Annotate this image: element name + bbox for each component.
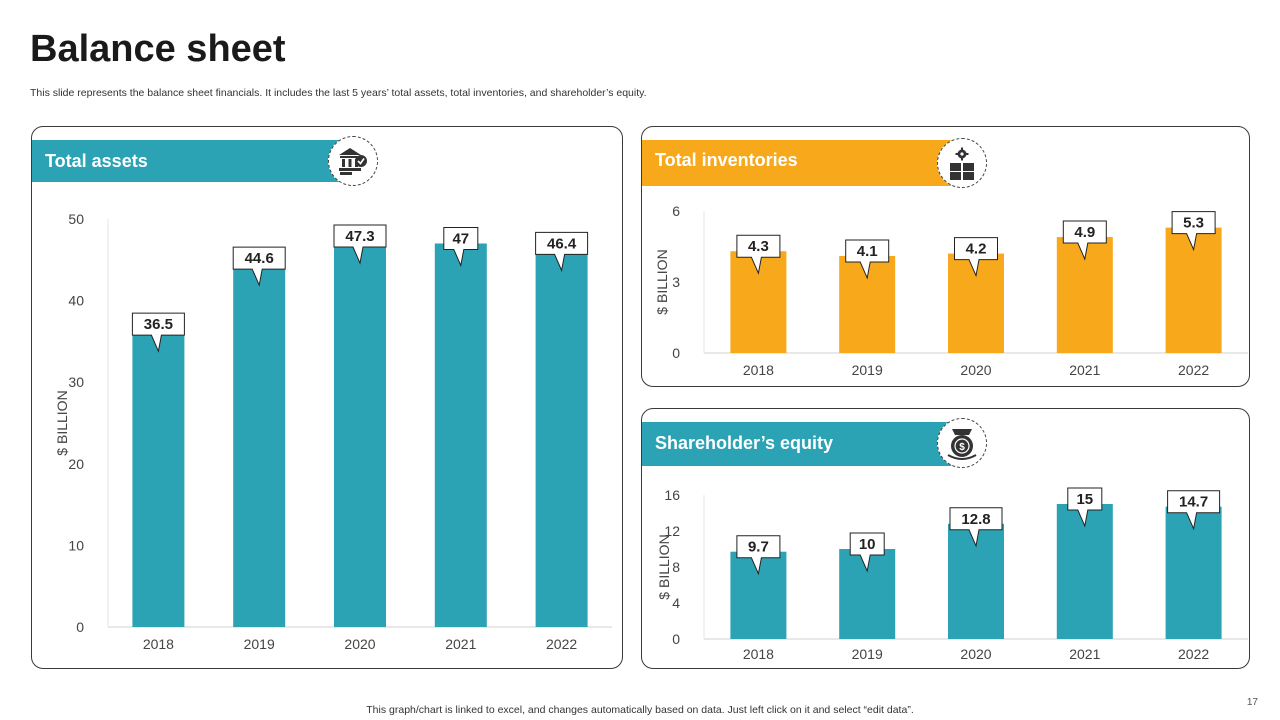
data-label-callout <box>849 532 885 573</box>
data-label-callout <box>954 237 998 278</box>
x-tick-label: 2021 <box>445 636 476 652</box>
page-number: 17 <box>1246 697 1258 708</box>
x-tick-label: 2021 <box>1069 362 1100 378</box>
y-tick-label: 16 <box>664 487 680 503</box>
data-label: 4.3 <box>748 238 769 255</box>
footer-note: This graph/chart is linked to excel, and… <box>366 704 914 716</box>
y-tick-label: 40 <box>68 293 84 309</box>
bar <box>132 329 185 627</box>
data-label: 9.7 <box>748 539 769 556</box>
data-label: 36.5 <box>144 316 173 333</box>
data-label: 15 <box>1076 491 1093 508</box>
total-inventories-banner: Total inventories <box>642 140 960 186</box>
x-tick-label: 2020 <box>960 362 991 378</box>
svg-text:$: $ <box>959 442 965 453</box>
y-tick-label: 20 <box>68 456 84 472</box>
data-label-callout <box>443 226 479 268</box>
y-tick-label: 0 <box>76 619 84 635</box>
x-tick-label: 2020 <box>344 636 375 652</box>
y-tick-label: 0 <box>672 631 680 647</box>
y-tick-label: 10 <box>68 537 84 553</box>
boxes-gear-icon <box>937 138 987 188</box>
bar <box>233 263 286 627</box>
x-tick-label: 2019 <box>244 636 275 652</box>
x-tick-label: 2022 <box>1178 362 1209 378</box>
shareholders-equity-panel: Shareholder’s equity $ 0 4 8 12 16 $ BILLION 2… <box>641 408 1250 669</box>
total-inventories-panel: Total inventories 0 3 6 $ BILLION 2018 4.3 201… <box>641 126 1250 387</box>
data-label: 46.4 <box>547 235 577 252</box>
x-tick-label: 2021 <box>1069 646 1100 662</box>
y-tick-label: 8 <box>672 559 680 575</box>
data-label-callout <box>736 234 781 275</box>
data-label: 10 <box>859 536 876 553</box>
total-assets-panel: Total assets 0 10 20 30 40 50 $ BILLION 2018 36.… <box>31 126 623 669</box>
x-tick-label: 2022 <box>546 636 577 652</box>
total-inventories-label: Total inventories <box>655 150 798 170</box>
data-label: 5.3 <box>1183 215 1204 232</box>
data-label: 4.2 <box>966 241 987 258</box>
total-assets-banner: Total assets <box>32 140 352 182</box>
shareholders-equity-chart: 0 4 8 12 16 $ BILLION 2018 9.7 2019 10 2020 12.8 202… <box>656 487 1248 662</box>
total-assets-chart: 0 10 20 30 40 50 $ BILLION 2018 36.5 2019 44.6 2020… <box>54 211 612 652</box>
data-label-callout <box>1062 220 1107 261</box>
data-label-callout <box>131 312 185 353</box>
y-axis-label: $ BILLION <box>656 534 672 599</box>
data-label: 14.7 <box>1179 494 1208 511</box>
y-tick-label: 12 <box>664 523 680 539</box>
y-tick-label: 0 <box>672 345 680 361</box>
y-tick-label: 6 <box>672 203 680 219</box>
data-label-callout <box>736 535 781 576</box>
bar <box>334 241 386 628</box>
money-bag-icon: $ <box>937 418 987 468</box>
data-label: 4.1 <box>857 243 878 260</box>
x-tick-label: 2022 <box>1178 646 1209 662</box>
y-tick-label: 50 <box>68 211 84 227</box>
total-assets-label: Total assets <box>45 151 148 171</box>
page-title: Balance sheet <box>30 28 286 70</box>
x-tick-label: 2018 <box>743 646 774 662</box>
page-subtitle: This slide represents the balance sheet … <box>30 87 647 99</box>
shareholders-equity-banner: Shareholder’s equity <box>642 422 960 466</box>
shareholders-equity-label: Shareholder’s equity <box>655 433 834 453</box>
data-label: 4.9 <box>1074 224 1095 241</box>
data-label: 47.3 <box>345 228 374 245</box>
x-tick-label: 2019 <box>852 362 883 378</box>
data-label: 12.8 <box>961 511 990 528</box>
data-label-callout <box>845 239 890 280</box>
data-label-callout <box>949 507 1003 548</box>
x-tick-label: 2018 <box>743 362 774 378</box>
bank-money-icon <box>328 136 378 186</box>
data-label-callout <box>535 231 589 273</box>
y-tick-label: 3 <box>672 274 680 290</box>
bar <box>535 248 588 627</box>
y-tick-label: 4 <box>672 595 680 611</box>
data-label-callout <box>232 246 286 287</box>
x-tick-label: 2020 <box>960 646 991 662</box>
x-tick-label: 2018 <box>143 636 174 652</box>
y-axis-label: $ BILLION <box>54 390 70 455</box>
x-tick-label: 2019 <box>852 646 883 662</box>
y-tick-label: 30 <box>68 374 84 390</box>
total-inventories-chart: 0 3 6 $ BILLION 2018 4.3 2019 4.1 2020 4.2 2021 4.9… <box>654 203 1248 378</box>
data-label: 44.6 <box>245 250 274 267</box>
data-label-callout <box>1067 487 1103 528</box>
data-label-callout <box>1171 211 1216 252</box>
bar <box>434 243 487 627</box>
data-label-callout <box>1167 490 1221 531</box>
data-label-callout <box>333 224 387 265</box>
data-label: 47 <box>452 230 469 247</box>
y-axis-label: $ BILLION <box>654 249 670 314</box>
